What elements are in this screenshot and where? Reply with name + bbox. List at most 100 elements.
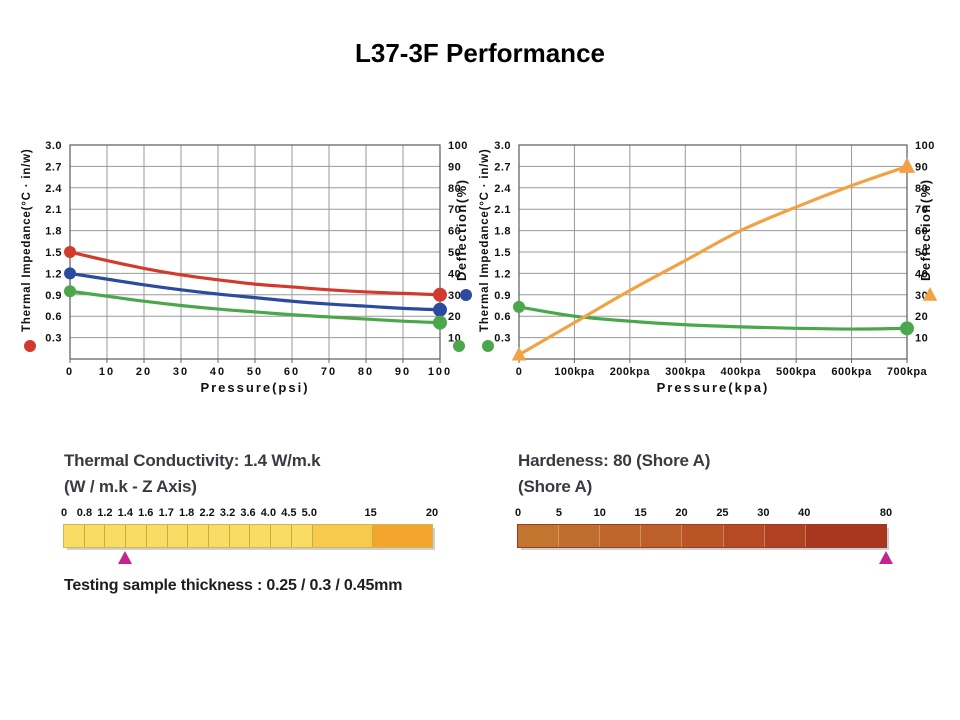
right-axis-legend-marker [460,289,472,301]
x-tick-label: 300kpa [665,366,706,378]
thermal-conductivity-scale-labels: 0 0.8 1.2 1.4 1.6 1.7 1.8 2.2 3.2 3.6 4.0 4.5 5.0 15 2… [60,507,438,522]
x-tick-label: 400kpa [721,366,762,378]
left-tick-label: 2.1 [494,204,511,216]
series-line [68,271,442,312]
left-axis-label: Thermal Impedance(°C · in/w) [21,148,33,332]
right-tick-label: 40 [448,268,461,280]
right-tick-label: 100 [448,140,468,152]
plot-border [518,144,908,360]
scale-tick-label: 80 [879,507,893,519]
series-start-marker [513,300,525,313]
series-start-marker [64,267,76,280]
scale-tick-label: 20 [675,507,688,519]
x-tick-label: 70 [321,366,337,378]
left-tick-label: 0.9 [494,290,511,302]
grid [69,144,441,359]
scale-segment [146,525,168,547]
thermal-conductivity-panel: Thermal Conductivity: 1.4 W/m.k (W / m.k… [60,448,442,595]
x-tick-label: 100kpa [554,366,595,378]
scale-segment [518,525,560,547]
scale-segment [126,525,147,547]
series-end-marker [433,302,447,317]
x-tick-label: 0 [516,366,523,378]
scale-tick-label: 20 [425,507,439,519]
chart-pressure-psi: 0 10 20 30 40 50 60 70 80 90 100 3.0 2.7 2.4 2.1 1.8 1.5… [21,140,472,395]
right-axis-label: Deflection(%) [918,178,933,281]
left-tick-label: 2.7 [494,161,511,173]
series-start-marker [64,285,76,298]
x-axis-title: Pressure(kpa) [657,380,770,395]
scale-segment [229,525,251,547]
performance-charts: 0 10 20 30 40 50 60 70 80 90 1003.02.72.42.11.81.5… [21,140,938,395]
x-tick-label: 500kpa [776,366,817,378]
scale-tick-label: 10 [593,507,606,519]
right-tick-label: 50 [915,247,928,259]
series-start-marker [64,246,76,258]
scale-segment [312,525,373,547]
thermal-conductivity-pointer-row [64,549,432,565]
scale-segment [764,525,806,547]
series-thermal-impedance-blue [64,267,447,317]
scale-tick-label: 1.6 [138,507,154,519]
right-tick-label: 10 [915,333,928,345]
scale-tick-label: 3.6 [240,507,256,519]
series-thermal-impedance-red [64,246,447,302]
left-tick-label: 2.4 [494,183,511,195]
series-end-marker [433,315,447,330]
series-line [517,164,909,357]
left-axis-legend-marker [24,340,36,352]
right-tick-label: 90 [448,161,461,173]
scale-tick-label: 5 [555,507,562,519]
right-tick-label: 40 [915,268,928,280]
hardness-scale-labels: 0 5 10 15 20 25 30 40 80 [515,507,892,522]
scale-tick-label: 2.2 [199,507,215,519]
x-tick-label: 700kpa [887,366,928,378]
thermal-conductivity-subheading: (W / m.k - Z Axis) [64,476,197,496]
series-line [517,305,909,331]
scale-tick-label: 0.8 [76,507,93,519]
scale-tick-label: 15 [634,507,647,519]
series-start-marker [511,346,527,361]
left-tick-label: 0.9 [45,290,62,302]
right-axis-legend-marker [922,287,938,301]
testing-sample-note: Testing sample thickness : 0.25 / 0.3 / … [64,577,403,594]
left-tick-label: 2.1 [45,204,62,216]
right-tick-label: 20 [448,311,461,323]
left-tick-label: 2.7 [45,161,62,173]
scale-tick-label: 1.4 [117,507,133,519]
scale-segment [600,525,642,547]
left-tick-label: 1.5 [494,247,511,259]
scale-segment [188,525,210,547]
right-tick-label: 80 [448,183,461,195]
left-tick-label: 3.0 [494,140,511,152]
left-tick-label: 2.4 [45,183,62,195]
left-tick-label: 1.5 [45,247,62,259]
scale-segment [271,525,292,547]
pointer-triangle [879,551,893,564]
scale-segment [559,525,601,547]
series-thermal-impedance-green [513,300,914,336]
hardness-subheading: (Shore A) [518,476,593,496]
scale-segment [64,525,85,547]
left-tick-label: 0.3 [494,333,511,345]
scale-tick-label: 1.8 [179,507,195,519]
scale-segment [372,525,432,547]
extra-legend-marker [453,340,465,352]
x-tick-label: 20 [136,366,152,378]
scale-tick-label: 5.0 [301,507,317,519]
left-tick-label: 1.2 [45,268,62,280]
x-tick-label: 10 [99,366,115,378]
hardness-scale-bar [517,524,887,548]
right-tick-label: 30 [448,290,461,302]
right-axis-label: Deflection(%) [454,178,469,281]
left-tick-label: 1.8 [494,226,511,238]
left-axis-label: Thermal Impedance(°C · in/w) [479,148,491,332]
left-tick-label: 0.3 [45,333,62,345]
right-tick-label: 90 [915,161,928,173]
scale-tick-label: 1.2 [97,507,113,519]
x-tick-label: 80 [358,366,374,378]
x-tick-label: 100 [428,366,452,378]
scale-tick-label: 0 [60,507,68,519]
x-tick-label: 30 [173,366,189,378]
scale-segment [250,525,272,547]
